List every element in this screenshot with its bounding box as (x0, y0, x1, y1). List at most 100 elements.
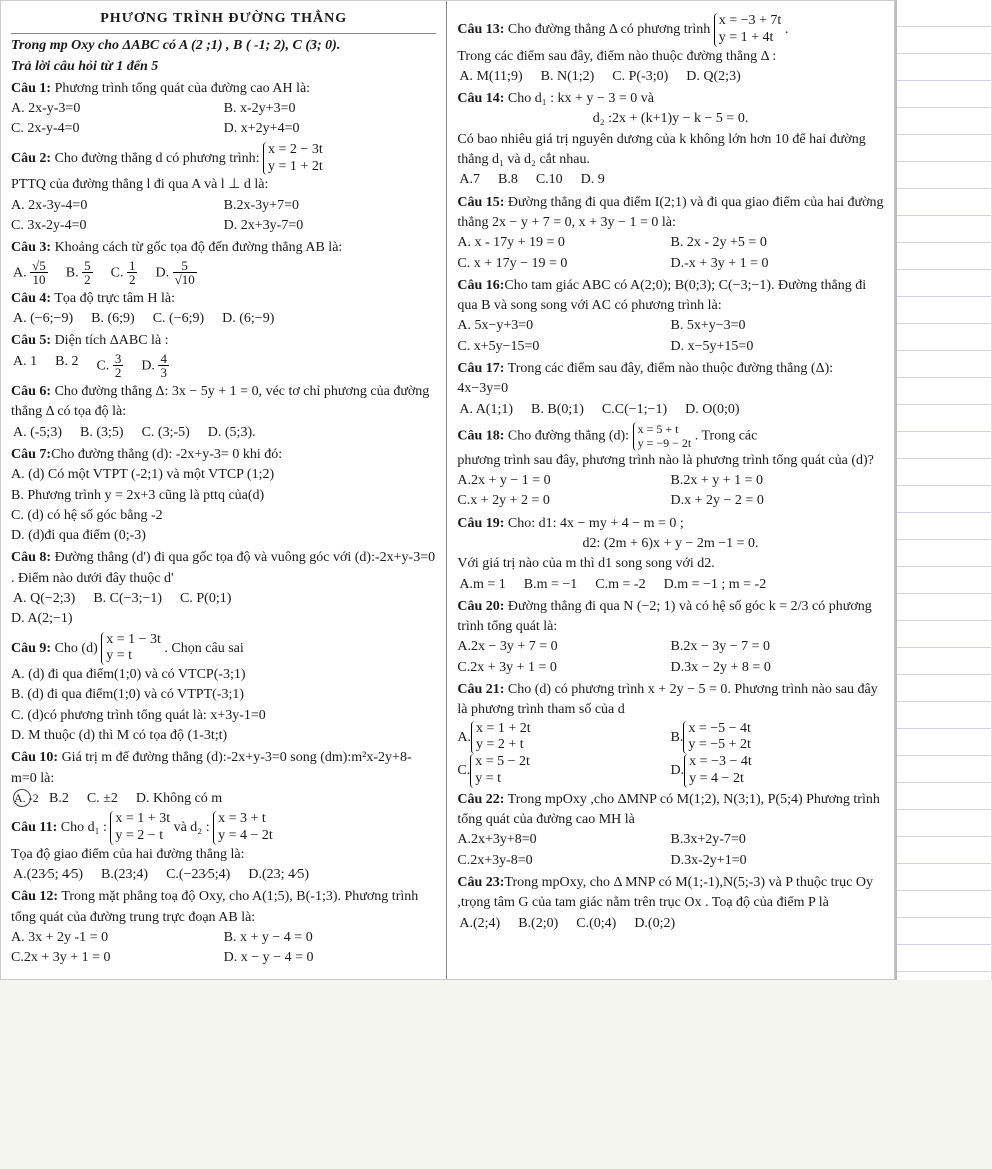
q6-a: A. (-5;3) (13, 423, 62, 443)
q17-d: D. O(0;0) (685, 400, 739, 420)
q7-d: D. (d)đi qua điểm (0;-3) (11, 526, 436, 546)
q21-a: A.x = 1 + 2ty = 2 + t (457, 721, 670, 755)
q18-b: B.2x + y + 1 = 0 (671, 471, 884, 491)
q3-c: C. 12 (111, 259, 138, 287)
q5-a: A. 1 (13, 352, 37, 380)
q4-b: B. (6;9) (91, 309, 135, 329)
q7-text: Cho đường thẳng (d): -2x+y-3= 0 khi đó: (51, 447, 282, 462)
q20-a: A.2x − 3y + 7 = 0 (457, 637, 670, 657)
q19-label: Câu 19: (457, 516, 504, 531)
q5-d: D. 43 (141, 352, 169, 380)
q11-s1b: y = 2 − t (115, 828, 170, 845)
q22-d: D.3x-2y+1=0 (671, 851, 884, 871)
q5-c: C. 32 (96, 352, 123, 380)
q10-text: Giá trị m để đường thẳng (d):-2x+y-3=0 s… (11, 750, 412, 785)
q18-c: C.x + 2y + 2 = 0 (457, 491, 670, 511)
q13-label: Câu 13: (457, 22, 504, 37)
q9-c: C. (d)có phương trình tổng quát là: x+3y… (11, 706, 436, 726)
intro-2: Trả lời câu hỏi từ 1 đến 5 (11, 59, 158, 74)
q22-label: Câu 22: (457, 792, 504, 807)
q14-b: B.8 (498, 170, 518, 190)
q20-text: Đường thẳng đi qua N (−2; 1) và có hệ số… (457, 599, 871, 634)
q13-d: D. Q(2;3) (686, 67, 740, 87)
q1-d: D. x+2y+4=0 (224, 119, 437, 139)
q20-b: B.2x − 3y − 7 = 0 (671, 637, 884, 657)
q2-sys2: y = 1 + 2t (268, 159, 323, 176)
q2-d: D. 2x+3y-7=0 (224, 216, 437, 236)
left-column: PHƯƠNG TRÌNH ĐƯỜNG THẲNG Trong mp Oxy ch… (1, 1, 447, 979)
q5-b: B. 2 (55, 352, 78, 380)
q2-label: Câu 2: (11, 151, 51, 166)
q12-b: B. x + y − 4 = 0 (224, 928, 437, 948)
q18-a: A.2x + y − 1 = 0 (457, 471, 670, 491)
q17-c: C.C(−1;−1) (602, 400, 667, 420)
q16-b: B. 5x+y−3=0 (671, 316, 884, 336)
right-column: Câu 13: Cho đường thẳng Δ có phương trìn… (447, 1, 893, 979)
q3-d: D. 5√10 (155, 259, 196, 287)
q17-b: B. B(0;1) (531, 400, 584, 420)
q7-label: Câu 7: (11, 447, 51, 462)
q12-c: C.2x + 3y + 1 = 0 (11, 948, 224, 968)
q12-d: D. x − y − 4 = 0 (224, 948, 437, 968)
q11-a: A.(23⁄5; 4⁄5) (13, 865, 83, 885)
q15-a: A. x - 17y + 19 = 0 (457, 233, 670, 253)
q21-c: C.x = 5 − 2ty = t (457, 754, 670, 788)
q2-b: B.2x-3y+7=0 (224, 196, 437, 216)
q13-dot: . (785, 22, 789, 37)
q13-b: B. N(1;2) (541, 67, 595, 87)
q18-post: . Trong các (695, 429, 758, 444)
q15-b: B. 2x - 2y +5 = 0 (671, 233, 884, 253)
q21-b: B.x = −5 − 4ty = −5 + 2t (671, 721, 884, 755)
q14-line: Có bao nhiêu giá trị nguyên dương của k … (457, 130, 883, 171)
q9-a: A. (d) đi qua điểm(1;0) và có VTCP(-3;1) (11, 665, 436, 685)
q19-d: D.m = −1 ; m = -2 (664, 575, 767, 595)
q16-c: C. x+5y−15=0 (457, 337, 670, 357)
q21-label: Câu 21: (457, 682, 504, 697)
q10-a: A. -2 (13, 789, 31, 809)
intro-1: Trong mp Oxy cho ΔABC có A (2 ;1) , B ( … (11, 38, 340, 53)
q19-text: Cho: d1: 4x − my + 4 − m = 0 ; (508, 516, 684, 531)
q14-a: A.7 (459, 170, 480, 190)
q19-c: C.m = -2 (595, 575, 645, 595)
q9-pre: Cho (d) (55, 641, 98, 656)
q20-d: D.3x − 2y + 8 = 0 (671, 658, 884, 678)
q3-a: A. √510 (13, 259, 48, 287)
q8-text: Đường thẳng (d') đi qua gốc tọa độ và vu… (11, 550, 435, 585)
q7-c: C. (d) có hệ số góc bằng -2 (11, 506, 436, 526)
q3-b: B. 52 (66, 259, 93, 287)
q18-d: D.x + 2y − 2 = 0 (671, 491, 884, 511)
q8-d: D. A(2;−1) (11, 609, 436, 629)
q6-d: D. (5;3). (208, 423, 256, 443)
q9-sys1: x = 1 − 3t (106, 632, 161, 649)
q17-a: A. A(1;1) (459, 400, 513, 420)
q14-c: C.10 (536, 170, 563, 190)
q2-text: Cho đường thẳng d có phương trình: (55, 151, 260, 166)
page-title: PHƯƠNG TRÌNH ĐƯỜNG THẲNG (11, 7, 436, 34)
q21-text: Cho (d) có phương trình x + 2y − 5 = 0. … (457, 682, 877, 717)
q23-b: B.(2;0) (518, 914, 558, 934)
q4-label: Câu 4: (11, 291, 51, 306)
q13-line: Trong các điểm sau đây, điểm nào thuộc đ… (457, 47, 883, 67)
q11-b: B.(23;4) (101, 865, 148, 885)
q1-a: A. 2x-y-3=0 (11, 99, 224, 119)
q6-b: B. (3;5) (80, 423, 124, 443)
q18-sys1: x = 5 + t (638, 422, 692, 436)
q9-post: . Chọn câu sai (164, 641, 243, 656)
q22-text: Trong mpOxy ,cho ΔMNP có M(1;2), N(3;1),… (457, 792, 880, 827)
q11-d: D.(23; 4⁄5) (248, 865, 309, 885)
q12-a: A. 3x + 2y -1 = 0 (11, 928, 224, 948)
q23-label: Câu 23: (457, 875, 504, 890)
q15-d: D.-x + 3y + 1 = 0 (671, 254, 884, 274)
q3-label: Câu 3: (11, 240, 51, 255)
q22-a: A.2x+3y+8=0 (457, 830, 670, 850)
q18-sys2: y = −9 − 2t (638, 436, 692, 450)
q14-d: D. 9 (581, 170, 605, 190)
q14-label: Câu 14: (457, 91, 504, 106)
q23-d: D.(0;2) (634, 914, 675, 934)
q22-b: B.3x+2y-7=0 (671, 830, 884, 850)
q13-text: Cho đường thẳng Δ có phương trình (508, 22, 710, 37)
q8-c: C. P(0;1) (180, 589, 231, 609)
q4-c: C. (−6;9) (153, 309, 204, 329)
q16-d: D. x−5y+15=0 (671, 337, 884, 357)
q1-text: Phương trình tổng quát của đường cao AH … (55, 81, 311, 96)
